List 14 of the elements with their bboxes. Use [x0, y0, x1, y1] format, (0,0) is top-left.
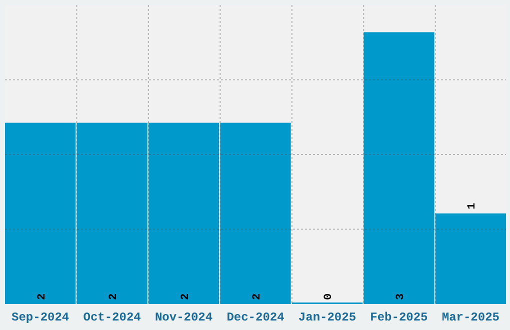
- data-label: 0: [323, 293, 336, 300]
- x-tick-label: Oct-2024: [83, 310, 141, 325]
- x-tick-label: Mar-2025: [442, 310, 500, 325]
- data-label: 2: [180, 293, 192, 300]
- x-tick-label: Sep-2024: [12, 310, 70, 325]
- x-tick-label: Dec-2024: [226, 310, 284, 325]
- data-label: 1: [466, 202, 479, 210]
- x-tick-label: Feb-2025: [370, 310, 428, 325]
- data-label: 2: [252, 293, 264, 300]
- data-label: 2: [36, 293, 48, 300]
- data-label: 3: [394, 293, 407, 300]
- data-label: 2: [108, 293, 120, 300]
- x-tick-label: Nov-2024: [154, 310, 213, 325]
- x-tick-label: Jan-2025: [298, 310, 356, 325]
